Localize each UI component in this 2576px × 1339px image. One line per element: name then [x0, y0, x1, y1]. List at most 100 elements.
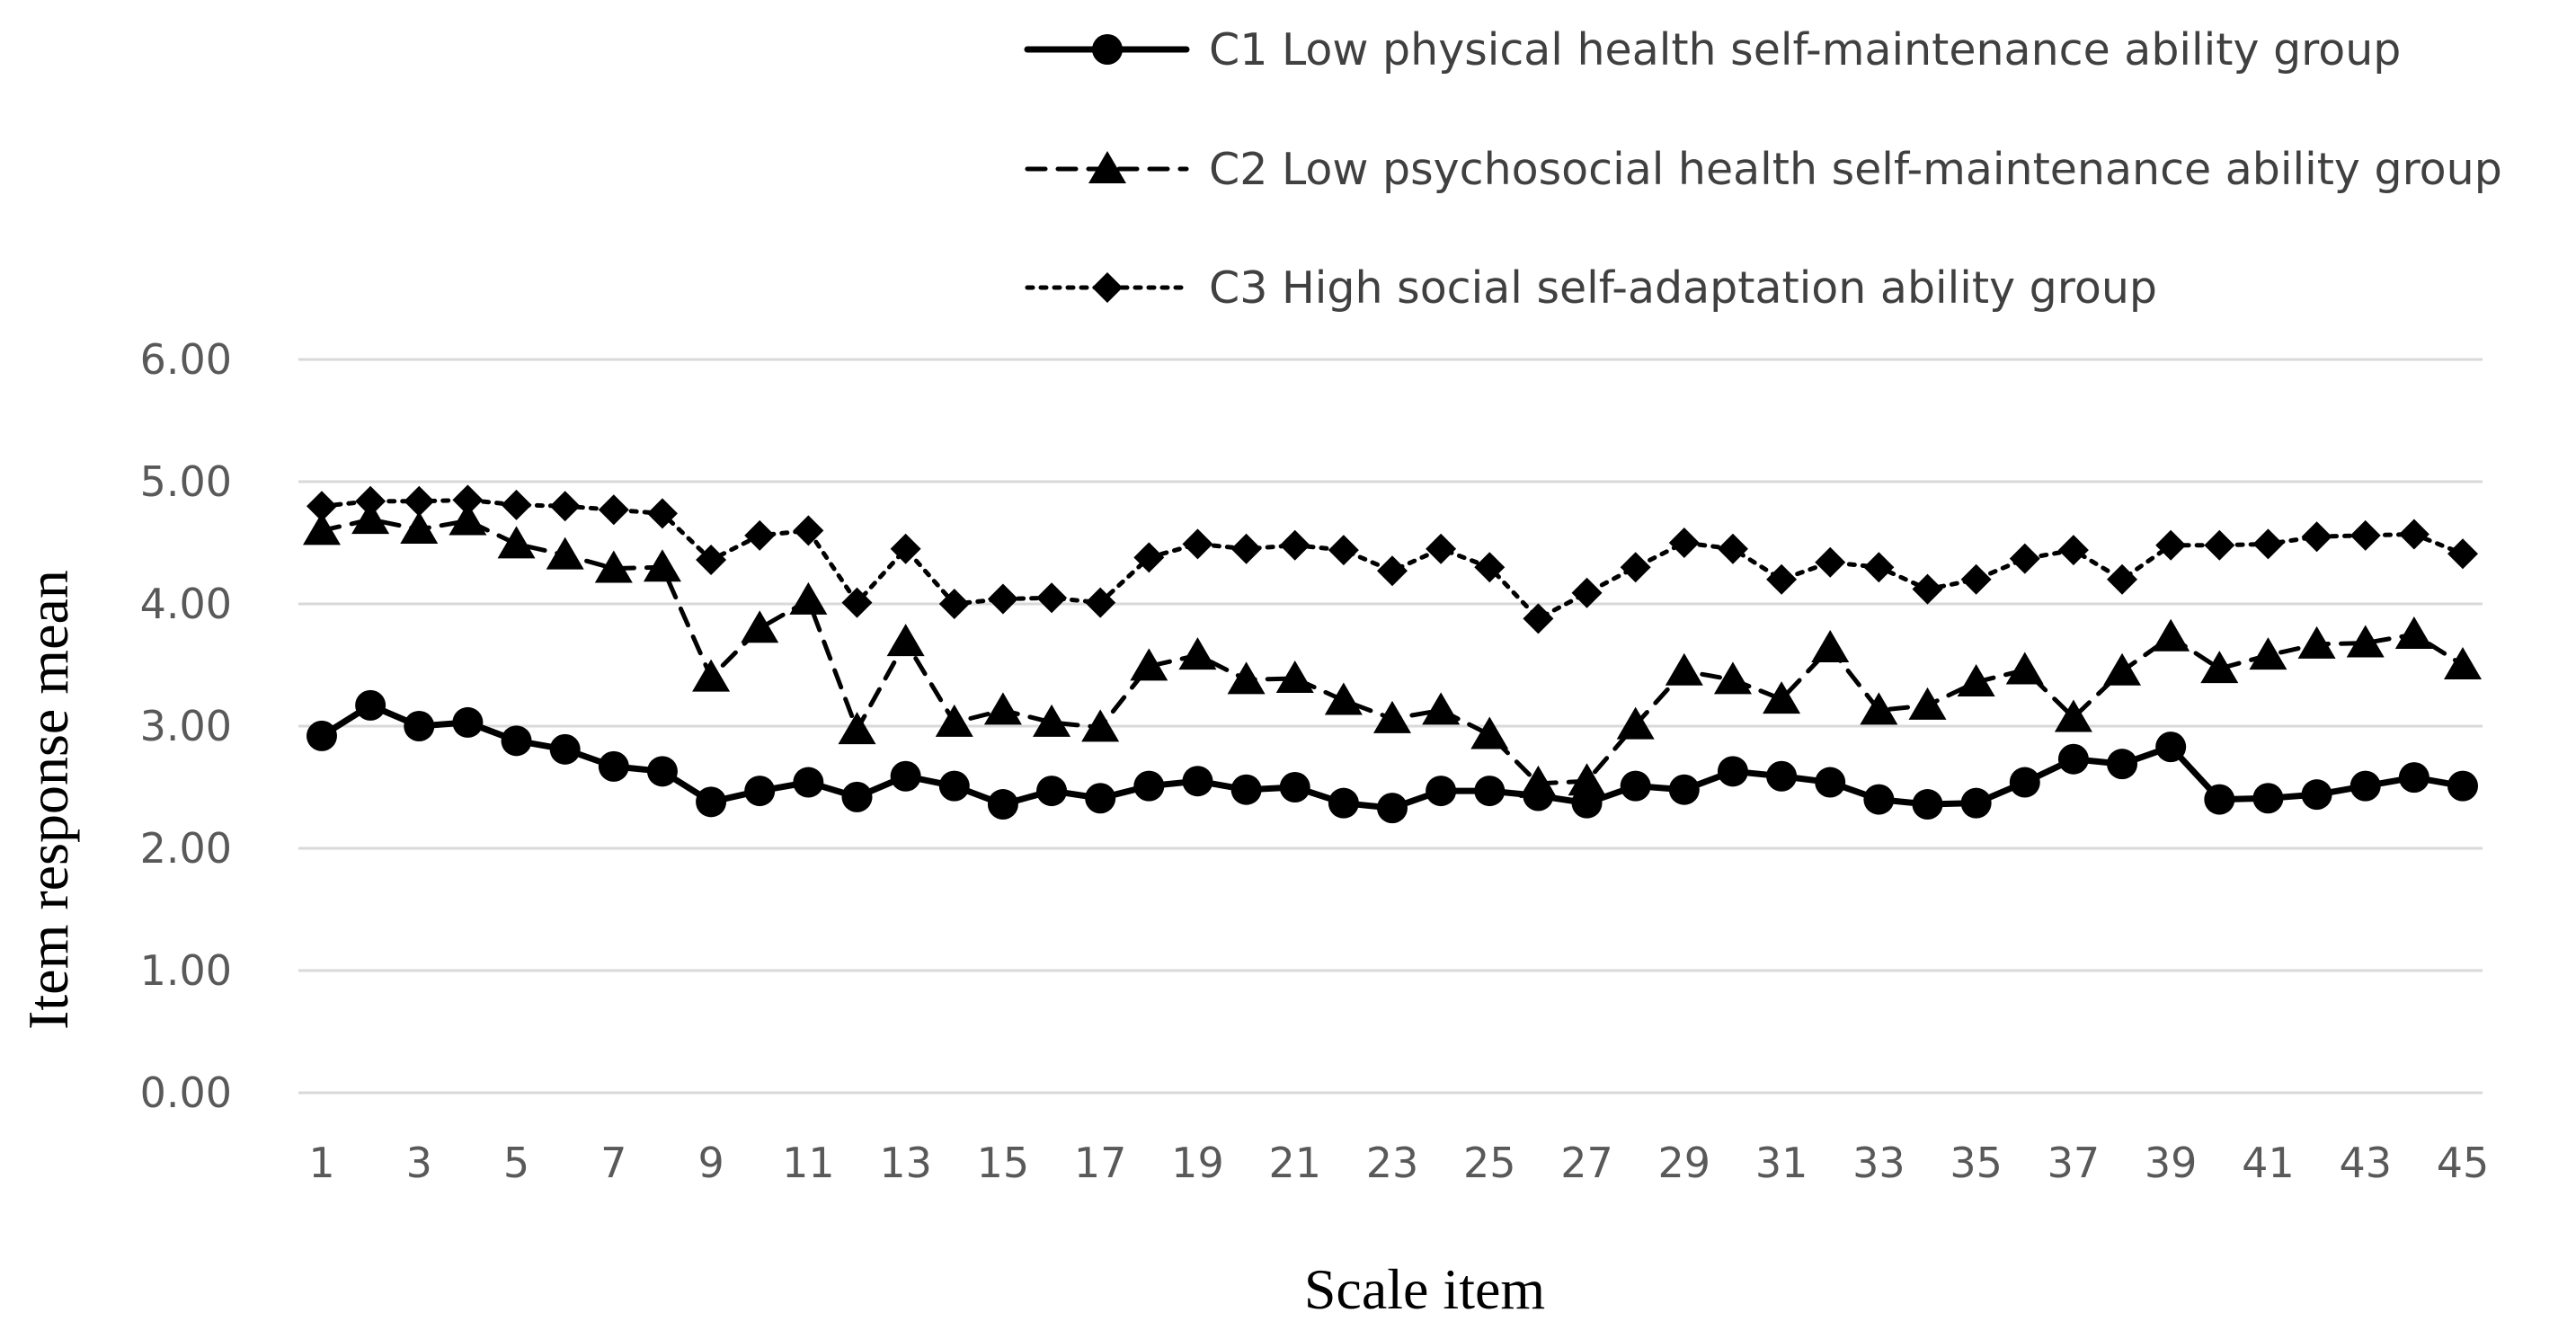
legend-marker-c1 [1092, 34, 1123, 65]
data-point-c1 [1474, 776, 1506, 807]
data-point-c3 [1766, 563, 1798, 595]
data-point-c1 [744, 776, 776, 807]
data-point-c3 [1328, 535, 1359, 566]
data-point-c1 [2301, 779, 2332, 811]
x-tick-label: 17 [1074, 1139, 1127, 1187]
data-point-c2 [886, 624, 925, 657]
data-point-c3 [1523, 603, 1554, 634]
data-point-c3 [452, 484, 484, 516]
data-point-c3 [355, 485, 386, 517]
data-point-c1 [1863, 784, 1895, 815]
data-point-c1 [404, 711, 435, 741]
data-point-c1 [2107, 749, 2138, 780]
x-tick-label: 35 [1950, 1139, 2003, 1187]
data-point-c2 [1178, 637, 1217, 670]
data-point-c3 [646, 498, 678, 529]
data-point-c2 [692, 659, 731, 692]
y-tick-label: 3.00 [140, 702, 232, 750]
data-point-c3 [1863, 552, 1895, 583]
data-point-c2 [1081, 709, 1120, 742]
data-point-c2 [1568, 763, 1606, 796]
y-axis-ticks: 0.00 1.00 2.00 3.00 4.00 5.00 6.00 [140, 335, 232, 1117]
y-tick-label: 5.00 [140, 457, 232, 506]
data-point-c1 [793, 767, 824, 798]
data-point-c1 [1279, 772, 1310, 803]
x-tick-label: 25 [1463, 1139, 1516, 1187]
x-tick-label: 33 [1852, 1139, 1905, 1187]
data-point-c1 [2349, 770, 2381, 802]
y-tick-label: 6.00 [140, 335, 232, 384]
data-point-c1 [2155, 732, 2187, 763]
x-tick-label: 19 [1171, 1139, 1224, 1187]
data-point-c2 [1665, 652, 1703, 686]
legend-label-c1: C1 Low physical health self-maintenance … [1209, 24, 2401, 75]
data-point-c1 [1960, 787, 1992, 819]
data-point-c2 [1470, 716, 1509, 749]
data-point-c1 [355, 689, 386, 721]
data-point-c2 [2054, 699, 2092, 732]
data-point-c1 [646, 756, 678, 787]
data-point-c3 [1912, 573, 1943, 605]
data-point-c2 [1373, 700, 1411, 733]
data-point-c2 [2394, 616, 2433, 649]
data-point-c2 [449, 502, 487, 536]
data-point-c1 [1912, 789, 1943, 820]
data-point-c1 [1085, 783, 1116, 814]
data-point-c2 [983, 692, 1022, 725]
data-point-c2 [400, 511, 439, 545]
data-point-c2 [1860, 692, 1898, 725]
data-point-c3 [404, 485, 435, 517]
data-point-c1 [1036, 776, 1068, 807]
legend-label-c3: C3 High social self-adaptation ability g… [1209, 262, 2157, 314]
data-point-c3 [744, 519, 776, 551]
data-point-c1 [598, 750, 629, 782]
data-point-c3 [2398, 519, 2429, 550]
data-point-c1 [1815, 767, 1846, 798]
data-point-c1 [1620, 770, 1651, 802]
data-point-c3 [1815, 546, 1846, 578]
data-point-c2 [1422, 692, 1461, 725]
grid-layer [298, 358, 2483, 1095]
data-point-c1 [1717, 756, 1748, 787]
data-point-c3 [1230, 533, 1262, 564]
series-layer [303, 484, 2482, 824]
data-point-c2 [2152, 618, 2190, 652]
data-point-c2 [1713, 661, 1752, 695]
data-point-c3 [890, 533, 921, 564]
data-point-c3 [1182, 528, 1213, 560]
data-point-c2 [351, 501, 390, 535]
data-point-c2 [1957, 664, 1995, 697]
x-tick-label: 23 [1366, 1139, 1419, 1187]
data-point-c2 [546, 536, 584, 570]
data-point-c3 [501, 489, 532, 520]
data-point-c3 [938, 589, 970, 619]
data-point-c3 [1960, 563, 1992, 595]
data-point-c2 [2346, 625, 2385, 658]
x-tick-label: 27 [1560, 1139, 1613, 1187]
data-point-c3 [841, 587, 873, 618]
data-point-c1 [2252, 783, 2284, 814]
data-point-c1 [452, 706, 484, 738]
data-point-c3 [1620, 552, 1651, 583]
x-tick-label: 13 [879, 1139, 932, 1187]
data-point-c2 [643, 549, 681, 582]
legend-label-c2: C2 Low psychosocial health self-maintena… [1209, 144, 2502, 195]
data-point-c2 [935, 704, 973, 737]
data-point-c3 [2009, 543, 2040, 574]
data-point-c1 [1230, 774, 1262, 805]
data-point-c1 [2204, 784, 2235, 815]
data-point-c2 [838, 712, 876, 745]
data-point-c2 [1616, 706, 1655, 740]
data-point-c3 [1668, 528, 1700, 558]
data-point-c1 [306, 720, 337, 751]
y-tick-label: 4.00 [140, 580, 232, 628]
data-point-c1 [696, 786, 727, 818]
x-axis-ticks: 1 3 5 7 9 11 13 15 17 19 21 23 25 27 29 31 33 35 37 39 41 43 4… [308, 1139, 2489, 1187]
legend: C1 Low physical health self-maintenance … [1024, 24, 2502, 314]
data-point-c3 [598, 494, 629, 526]
data-point-c2 [1519, 765, 1558, 798]
x-tick-label: 1 [308, 1139, 334, 1187]
data-point-c3 [2204, 529, 2235, 561]
